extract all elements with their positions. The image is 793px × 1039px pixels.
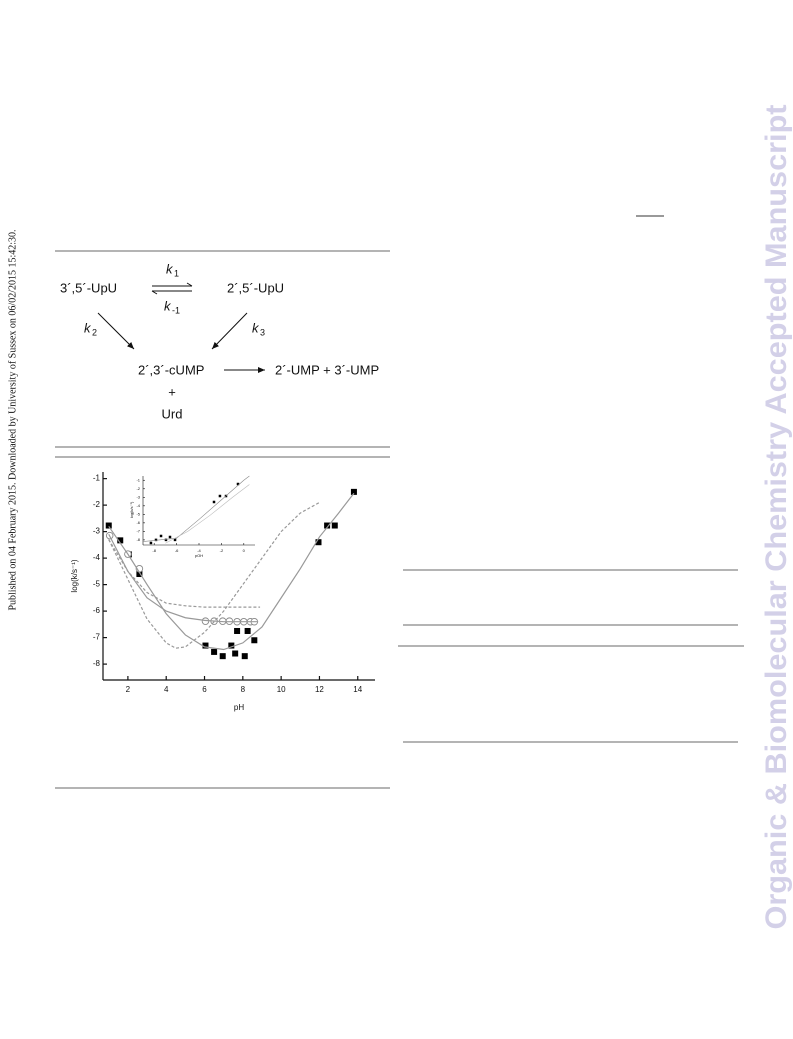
y-tick-label: -2 (93, 500, 101, 509)
rate-subscript: 3 (260, 327, 265, 337)
data-point (331, 522, 338, 529)
species: Urd (162, 406, 183, 421)
y-tick-label: -8 (93, 659, 101, 668)
data-point (232, 650, 239, 657)
rate-subscript: 2 (92, 327, 97, 337)
y-tick-label: -4 (136, 503, 140, 508)
arrow (211, 312, 248, 350)
species: 3´,5´-UpU (60, 280, 117, 295)
y-tick-label: -3 (93, 527, 101, 536)
data-point (202, 642, 209, 649)
x-axis-label: pH (234, 703, 244, 712)
data-point (236, 482, 240, 486)
data-point (315, 539, 322, 546)
y-tick-label: -5 (93, 580, 101, 589)
scheme: 3´,5´-UpU 2´,5´-UpU k 1 k -1 k 2 k 3 2´,… (60, 261, 379, 421)
inset-background (143, 476, 255, 545)
data-point (168, 535, 172, 539)
fit-line (108, 501, 320, 649)
y-tick-label: -7 (136, 528, 140, 533)
arrow (151, 290, 192, 295)
species: 2´,3´-cUMP (138, 362, 204, 377)
x-tick-label: 12 (315, 685, 324, 694)
x-tick-label: 2 (126, 685, 131, 694)
y-tick-label: -6 (93, 606, 101, 615)
data-point (251, 637, 258, 644)
arrow (97, 312, 135, 350)
rate-constant: k (164, 298, 172, 313)
y-tick-label: -4 (93, 553, 101, 562)
x-tick-label: 0 (243, 548, 246, 553)
rate-constant: k (166, 261, 174, 276)
x-tick-label: 6 (202, 685, 207, 694)
data-point (218, 494, 222, 498)
data-point (228, 642, 235, 649)
data-point (234, 627, 241, 634)
rate-constant: k (84, 320, 92, 335)
watermark: Organic & Biomolecular Chemistry Accepte… (760, 104, 793, 929)
data-point (149, 541, 153, 545)
x-tick-label: 8 (241, 685, 246, 694)
x-tick-label: -4 (197, 548, 201, 553)
data-point (211, 648, 218, 655)
data-point (350, 488, 357, 495)
data-point (164, 538, 168, 542)
x-tick-label: 10 (277, 685, 286, 694)
data-point (212, 500, 216, 504)
x-tick-label: -2 (220, 548, 224, 553)
rate-subscript: 1 (174, 268, 179, 278)
species: 2´,5´-UpU (227, 280, 284, 295)
species: 2´-UMP + 3´-UMP (275, 362, 379, 377)
rules (55, 250, 744, 789)
x-tick-label: -8 (152, 548, 156, 553)
data-point (159, 534, 163, 538)
x-tick-label: 14 (353, 685, 362, 694)
data-point (219, 653, 226, 660)
data-point (105, 522, 112, 529)
y-tick-label: -1 (136, 477, 140, 482)
x-tick-label: 4 (164, 685, 169, 694)
fit-line (108, 539, 261, 608)
rate-subscript: -1 (172, 305, 180, 315)
y-tick-label: -7 (93, 633, 101, 642)
fit-line (108, 492, 355, 651)
y-axis-label: log(k/s⁻¹) (129, 501, 134, 518)
y-tick-label: -5 (136, 511, 140, 516)
data-point (173, 538, 177, 542)
fit-line (108, 533, 259, 623)
y-axis-label: log(k/s⁻¹) (70, 559, 79, 592)
fit-line (165, 484, 250, 544)
rate-constant: k (252, 320, 260, 335)
y-tick-label: -2 (136, 486, 140, 491)
x-tick-label: -6 (175, 548, 179, 553)
data-point (324, 522, 331, 529)
data-point (154, 538, 158, 542)
data-point (244, 627, 251, 634)
y-tick-label: -1 (93, 474, 101, 483)
plus: + (168, 384, 176, 399)
side-note: Published on 04 February 2015. Downloade… (7, 229, 18, 610)
y-tick-label: -8 (136, 537, 140, 542)
x-axis-label: pOH (195, 553, 203, 558)
arrow (152, 282, 193, 287)
data-point (136, 571, 143, 578)
data-point (117, 537, 124, 544)
data-point (241, 653, 248, 660)
y-tick-label: -6 (136, 520, 140, 525)
y-tick-label: -3 (136, 494, 140, 499)
fit-line (142, 475, 250, 542)
